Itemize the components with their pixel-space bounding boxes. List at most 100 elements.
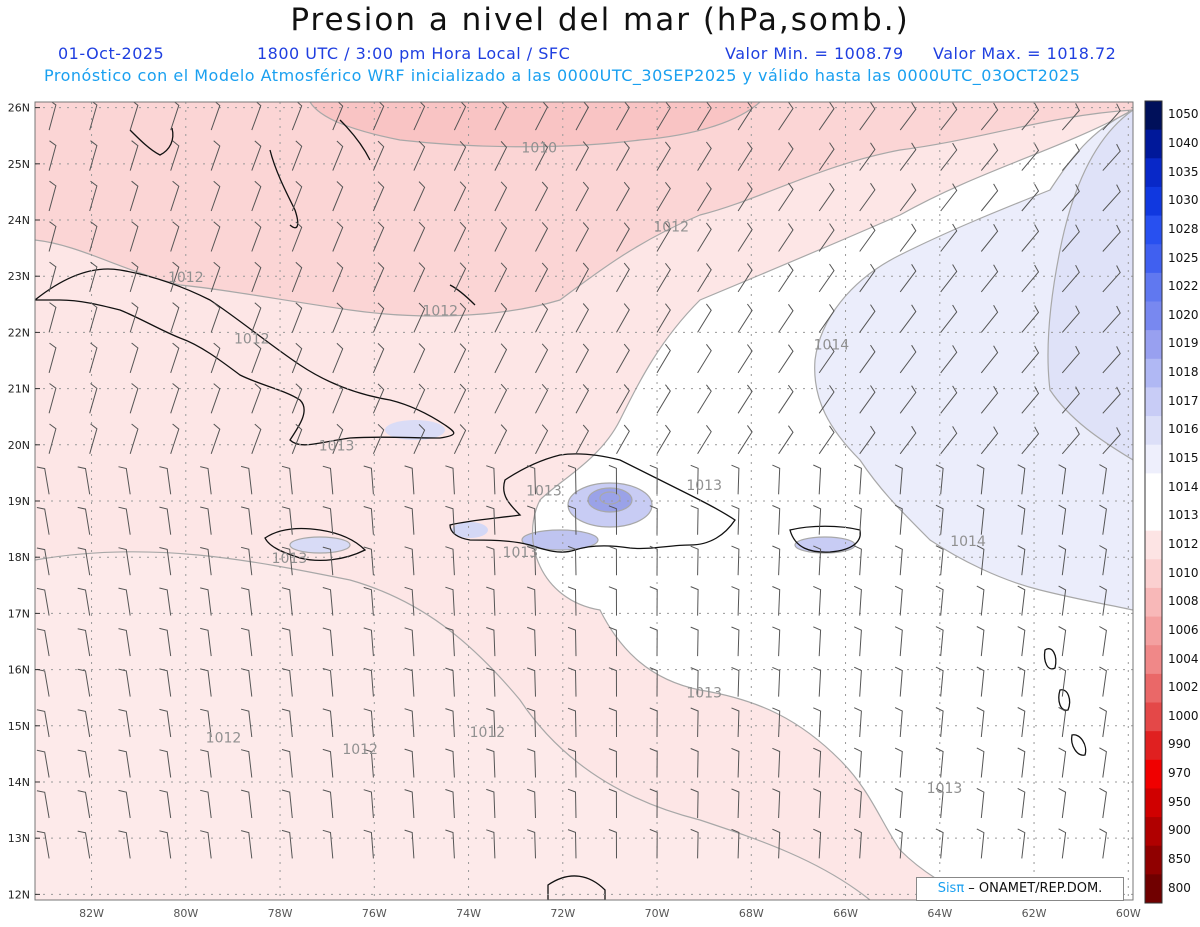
wind-barb <box>1099 626 1107 657</box>
wind-barb <box>899 344 917 374</box>
wind-barb <box>240 830 253 859</box>
wind-barb <box>1058 828 1067 859</box>
wind-barb <box>445 465 455 495</box>
wind-barb <box>486 788 496 819</box>
wind-barb <box>404 789 415 819</box>
wind-barb <box>818 385 835 414</box>
wind-barb <box>656 102 671 131</box>
wind-barb <box>567 667 577 697</box>
wind-barb <box>210 383 221 414</box>
wind-barb <box>976 626 985 657</box>
wind-barb <box>322 627 334 657</box>
wind-barb <box>772 545 781 576</box>
wind-barb <box>1102 346 1121 374</box>
contour-label: 1013 <box>503 545 539 561</box>
color-bar-swatch <box>1145 731 1162 761</box>
wind-barb <box>240 546 253 576</box>
wind-barb <box>731 505 740 535</box>
wind-barb <box>1017 585 1026 616</box>
color-bar-swatch <box>1145 101 1162 131</box>
wind-barb <box>649 464 658 495</box>
wind-barb <box>118 547 131 576</box>
wind-barb <box>894 545 903 576</box>
wind-barb <box>170 383 180 414</box>
contour-hispaniola-inner <box>587 487 633 513</box>
wind-barb <box>281 829 293 859</box>
wind-barb <box>859 142 876 171</box>
wind-barb <box>200 789 212 819</box>
wind-barb <box>170 423 180 454</box>
wind-barb <box>494 221 508 252</box>
wind-barb <box>159 547 172 576</box>
color-bar-swatch <box>1145 129 1162 159</box>
wind-barb <box>894 788 903 819</box>
wind-barb <box>1021 386 1040 414</box>
wind-barb <box>731 707 740 738</box>
wind-barb <box>859 425 876 455</box>
contour-puertorico <box>794 536 856 554</box>
wind-barb <box>200 466 212 495</box>
wind-barb <box>413 140 426 171</box>
wind-barb <box>608 788 617 819</box>
wind-barb <box>527 465 536 495</box>
wind-barb <box>332 140 344 171</box>
wind-barb <box>899 142 917 171</box>
lon-label: 74W <box>456 907 481 920</box>
wind-barb <box>129 221 139 252</box>
wind-barb <box>77 830 91 859</box>
wind-barb <box>445 708 455 738</box>
wind-barb <box>778 102 794 131</box>
wind-barb <box>1058 504 1067 535</box>
wind-barb <box>1061 426 1080 455</box>
wind-barb <box>413 302 426 333</box>
contour-1014 <box>814 109 1133 611</box>
color-bar-swatch <box>1145 473 1162 503</box>
wind-barb <box>772 788 781 819</box>
wind-barb <box>118 506 131 535</box>
wind-barb <box>129 383 139 414</box>
wind-barb <box>608 626 617 657</box>
wind-barb <box>322 789 334 819</box>
wind-barb <box>486 505 496 535</box>
color-bar-label: 1050 <box>1168 107 1199 122</box>
wind-barb <box>404 829 415 859</box>
wind-barb <box>281 587 293 616</box>
contour-label: 1013 <box>319 438 355 454</box>
wind-barb <box>404 708 415 738</box>
wind-barb <box>1058 706 1067 738</box>
wind-barb <box>170 102 180 131</box>
wind-barb <box>251 302 262 333</box>
wind-barb <box>853 545 862 576</box>
wind-barb <box>1061 386 1080 414</box>
wind-barb <box>731 545 740 576</box>
wind-barb <box>899 223 917 252</box>
wind-barb <box>818 425 835 455</box>
coastline-guadeloupe <box>1043 648 1057 670</box>
wind-barb <box>129 342 139 374</box>
wind-barb <box>281 708 293 738</box>
wind-barb <box>649 748 658 778</box>
lat-label: 16N <box>8 664 30 677</box>
wind-barb <box>210 261 221 293</box>
wind-barb <box>567 545 577 576</box>
color-bar-label: 1013 <box>1168 508 1199 523</box>
wind-barb <box>77 790 91 819</box>
wind-barb <box>200 627 212 657</box>
wind-barb <box>980 345 999 374</box>
wind-barb <box>616 141 630 171</box>
wind-barb <box>575 303 590 333</box>
wind-barb <box>291 383 303 414</box>
wind-barb <box>200 749 212 778</box>
wind-barb <box>413 181 426 212</box>
wind-barb <box>899 183 917 212</box>
wind-barb <box>77 668 91 697</box>
wind-barb <box>527 505 536 535</box>
wind-barb <box>697 344 712 374</box>
wind-barb <box>159 789 172 819</box>
wind-barb <box>322 587 334 616</box>
wind-barb <box>281 668 293 697</box>
wind-barb <box>332 262 344 293</box>
wind-barb <box>772 464 781 495</box>
wind-barb <box>935 666 944 697</box>
wind-barb <box>1017 464 1026 495</box>
